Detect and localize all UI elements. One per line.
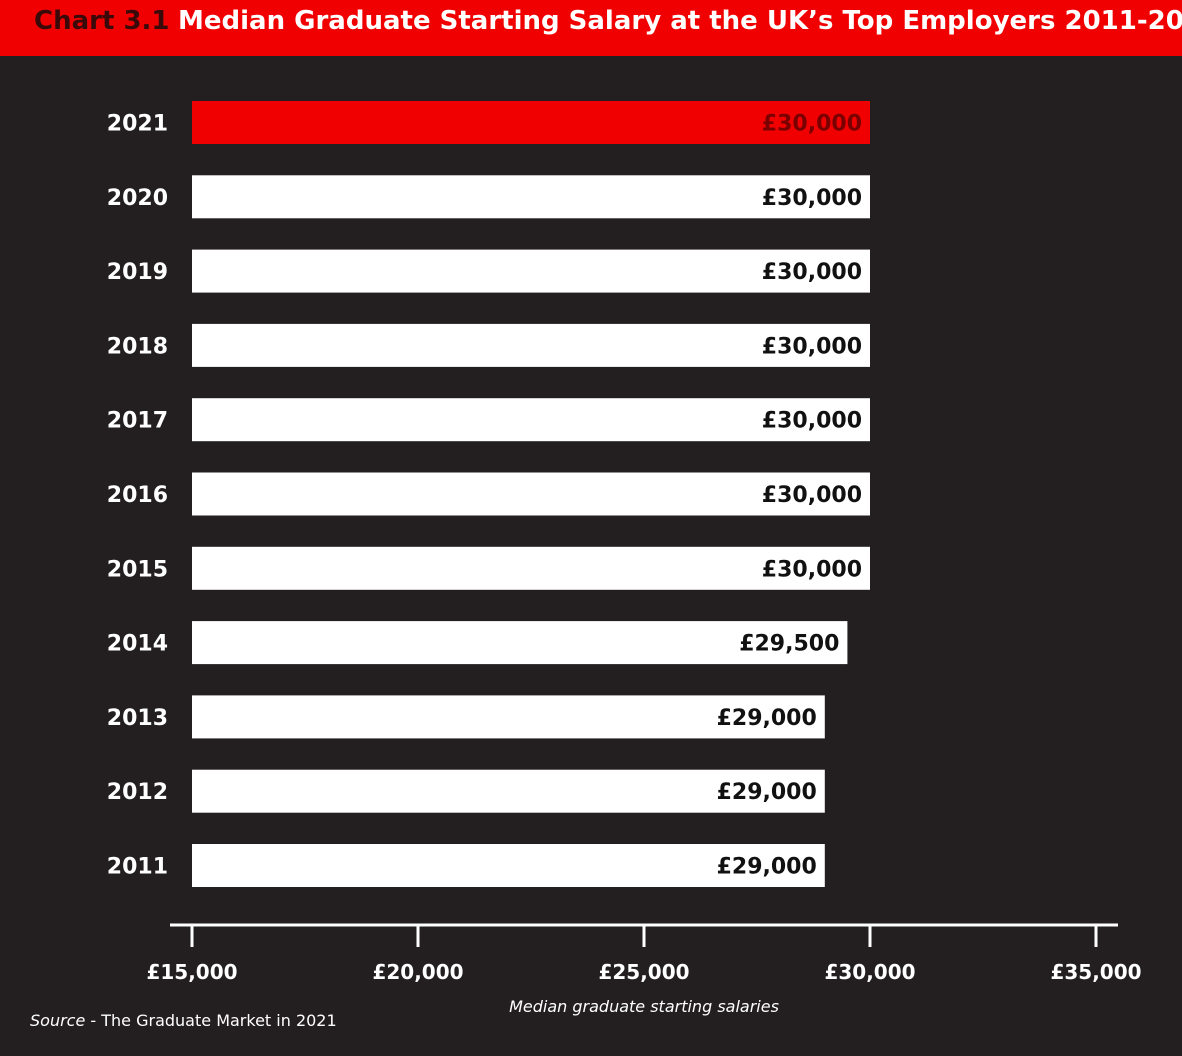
- value-label-2016: £30,000: [762, 483, 862, 508]
- bar-2017: [192, 398, 870, 442]
- value-label-2018: £30,000: [762, 334, 862, 359]
- value-label-2019: £30,000: [762, 260, 862, 285]
- chart-header: Chart 3.1 Median Graduate Starting Salar…: [0, 0, 1182, 56]
- x-tick-label-30000: £30,000: [824, 960, 915, 984]
- bar-2013: [192, 695, 825, 739]
- value-label-2013: £29,000: [717, 706, 817, 731]
- year-label-2011: 2011: [107, 855, 168, 880]
- year-label-2012: 2012: [107, 780, 168, 805]
- value-label-2014: £29,500: [739, 632, 839, 657]
- bar-2018: [192, 323, 870, 367]
- x-axis-label: Median graduate starting salaries: [509, 997, 779, 1016]
- year-label-2019: 2019: [107, 260, 168, 285]
- value-label-2011: £29,000: [717, 855, 817, 880]
- year-label-2016: 2016: [107, 483, 168, 508]
- bar-2021: [192, 101, 870, 144]
- x-tick-label-20000: £20,000: [372, 960, 463, 984]
- year-label-2018: 2018: [107, 334, 168, 359]
- value-label-2017: £30,000: [762, 409, 862, 434]
- source-label: Source: [30, 1011, 86, 1030]
- x-tick-label-35000: £35,000: [1050, 960, 1141, 984]
- bar-2015: [192, 546, 870, 590]
- year-label-2020: 2020: [107, 186, 168, 211]
- value-label-2015: £30,000: [762, 557, 862, 582]
- year-label-2017: 2017: [107, 409, 168, 434]
- bar-2020: [192, 175, 870, 219]
- year-label-2013: 2013: [107, 706, 168, 731]
- source-text: - The Graduate Market in 2021: [85, 1011, 337, 1030]
- year-label-2021: 2021: [107, 112, 168, 137]
- bar-2011: [192, 844, 825, 887]
- source-note: Source - The Graduate Market in 2021: [30, 1011, 337, 1030]
- chart-number: Chart 3.1: [34, 6, 170, 36]
- bar-2012: [192, 769, 825, 813]
- value-label-2012: £29,000: [717, 780, 817, 805]
- x-tick-label-15000: £15,000: [146, 960, 237, 984]
- value-label-2020: £30,000: [762, 186, 862, 211]
- x-tick-label-25000: £25,000: [598, 960, 689, 984]
- bar-2014: [192, 621, 848, 665]
- chart-title: Median Graduate Starting Salary at the U…: [178, 6, 1182, 36]
- year-label-2014: 2014: [107, 632, 168, 657]
- bar-2016: [192, 472, 870, 516]
- year-label-2015: 2015: [107, 557, 168, 582]
- bar-2019: [192, 249, 870, 293]
- value-label-2021: £30,000: [762, 112, 862, 137]
